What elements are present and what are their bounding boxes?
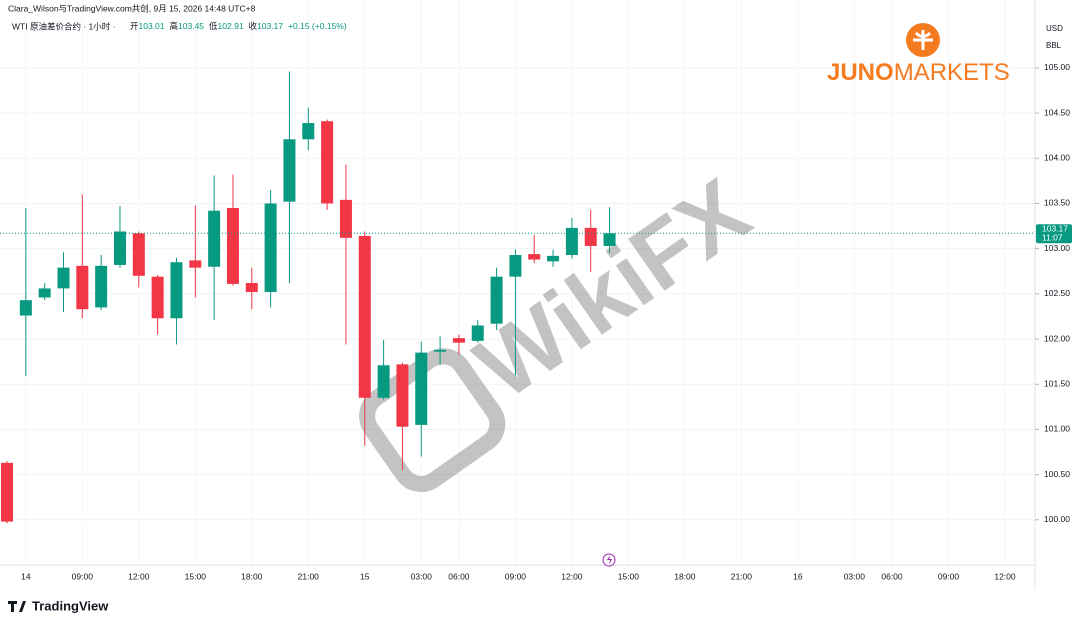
- currency: USD: [1046, 24, 1063, 33]
- low-value: 102.91: [218, 21, 244, 31]
- last-price-label: 103.17: [1042, 224, 1068, 234]
- candle-body: [76, 265, 89, 310]
- candle-body: [113, 231, 126, 265]
- candle-body: [226, 207, 239, 284]
- y-tick-label: 102.00: [1044, 333, 1070, 343]
- candle-body: [547, 255, 560, 262]
- candle-body: [132, 233, 145, 276]
- x-tick-label: 21:00: [298, 571, 320, 581]
- candle-body: [1, 462, 13, 522]
- x-tick-label: 16: [793, 571, 803, 581]
- candle-body: [528, 254, 541, 260]
- candle-body: [264, 203, 277, 293]
- y-tick-label: 104.00: [1044, 153, 1070, 163]
- x-tick-label: 12:00: [128, 571, 150, 581]
- y-tick-label: 100.00: [1044, 514, 1070, 524]
- x-tick-label: 06:00: [448, 571, 470, 581]
- x-tick-label: 03:00: [411, 571, 433, 581]
- x-tick-label: 09:00: [505, 571, 527, 581]
- candle-body: [509, 254, 522, 277]
- candle-body: [396, 364, 409, 427]
- ohlc-legend: 开103.01 高103.45 低102.91 收103.17 +0.15 (+0.15…: [130, 21, 347, 31]
- brand-text: JUNOMARKETS: [827, 59, 1010, 86]
- candles: [1, 71, 616, 524]
- candle-body: [283, 139, 296, 202]
- candle-body: [170, 262, 183, 319]
- countdown: 11:07: [1042, 233, 1063, 243]
- brand-icon-glyph: [913, 30, 933, 50]
- candle-body: [358, 236, 371, 398]
- y-tick-label: 105.00: [1044, 62, 1070, 72]
- low-label: 低: [209, 21, 218, 31]
- brand-logo: JUNOMARKETS: [827, 23, 1010, 86]
- x-tick-label: 12:00: [561, 571, 583, 581]
- y-tick-label: 103.50: [1044, 198, 1070, 208]
- close-label: 收: [249, 21, 258, 31]
- brand-bold: JUNO: [827, 59, 894, 86]
- unit: BBL: [1046, 41, 1062, 50]
- event-icon: [607, 555, 612, 565]
- high-label: 高: [170, 21, 179, 31]
- change: +0.15 (+0.15%): [288, 21, 347, 31]
- x-tick-label: 06:00: [881, 571, 903, 581]
- candle-body: [565, 227, 578, 255]
- candle-body: [151, 276, 164, 319]
- high-value: 103.45: [178, 21, 204, 31]
- candle-body: [208, 210, 221, 267]
- candle-body: [471, 325, 484, 341]
- x-tick-label: 21:00: [731, 571, 753, 581]
- x-tick-label: 15:00: [618, 571, 640, 581]
- candle-body: [321, 121, 334, 204]
- candle-body: [95, 265, 108, 308]
- open-label: 开: [130, 21, 139, 31]
- close-value: 103.17: [257, 21, 283, 31]
- x-tick-label: 14: [21, 571, 31, 581]
- candle-body: [377, 365, 390, 398]
- candle-body: [415, 352, 428, 425]
- candle-body: [19, 300, 32, 316]
- x-tick-label: 09:00: [72, 571, 94, 581]
- candle-body: [38, 288, 51, 298]
- x-tick-label: 15: [360, 571, 370, 581]
- last-price-box: [1036, 224, 1072, 244]
- candle-body: [245, 283, 258, 293]
- y-tick-label: 101.50: [1044, 378, 1070, 388]
- candle-body: [57, 267, 70, 289]
- y-tick-label: 101.00: [1044, 424, 1070, 434]
- footer-brand[interactable]: TradingView: [32, 598, 109, 613]
- candle-body: [302, 123, 315, 140]
- tv-logo: [8, 601, 26, 612]
- candle-body: [189, 260, 202, 268]
- y-tick-label: 104.50: [1044, 107, 1070, 117]
- brand-light: MARKETS: [894, 59, 1010, 86]
- candle-body: [490, 276, 503, 324]
- candle-body: [339, 199, 352, 238]
- x-tick-label: 03:00: [844, 571, 866, 581]
- candle-body: [603, 233, 616, 246]
- x-tick-label: 12:00: [994, 571, 1016, 581]
- candle-body: [452, 338, 465, 343]
- candle-body: [584, 227, 597, 246]
- attribution: Clara_Wilson与TradingView.com共创, 9月 15, 2…: [8, 3, 256, 13]
- y-tick-label: 102.50: [1044, 288, 1070, 298]
- x-tick-label: 15:00: [185, 571, 207, 581]
- x-tick-label: 18:00: [241, 571, 263, 581]
- symbol: WTI 原油差价合约 · 1小时 ·: [12, 21, 115, 31]
- open-value: 103.01: [139, 21, 165, 31]
- x-tick-label: 18:00: [674, 571, 696, 581]
- y-tick-label: 100.50: [1044, 469, 1070, 479]
- candle-body: [434, 349, 447, 352]
- y-tick-label: 103.00: [1044, 243, 1070, 253]
- x-tick-label: 09:00: [938, 571, 960, 581]
